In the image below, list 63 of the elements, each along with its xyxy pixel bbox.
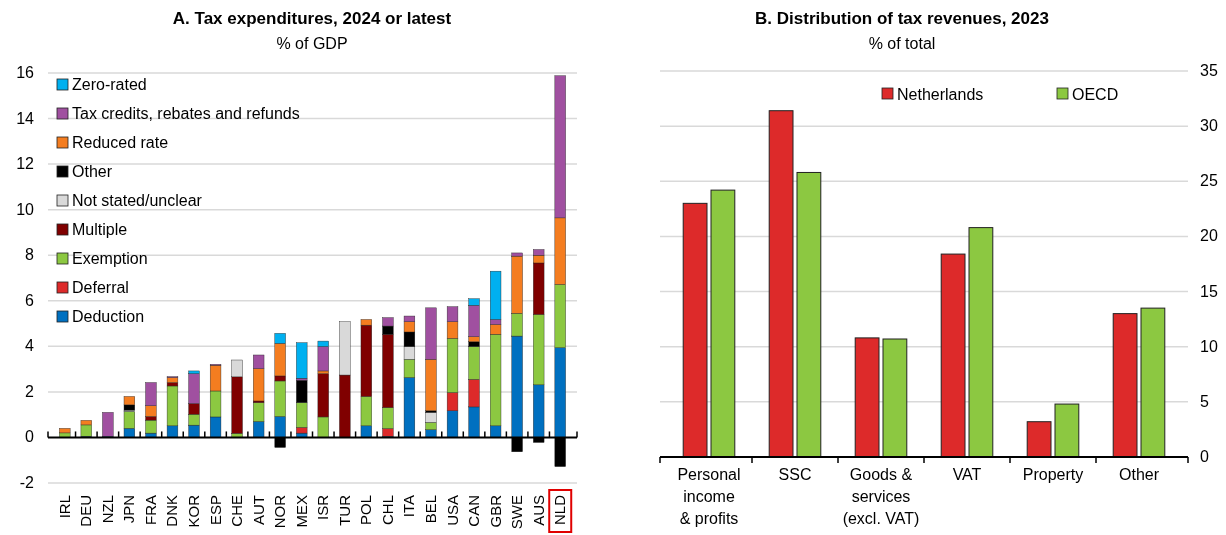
x-tick-label: NZL bbox=[98, 495, 116, 524]
x-tick-label: CHL bbox=[378, 495, 396, 526]
x-tick-label: USA bbox=[443, 495, 461, 526]
chart-title: B. Distribution of tax revenues, 2023 bbox=[755, 9, 1049, 28]
y-tick-label: 8 bbox=[25, 246, 35, 264]
y-tick-label: 0 bbox=[25, 428, 35, 446]
x-tick-label: NLD bbox=[551, 494, 569, 526]
y-tick-label: 14 bbox=[16, 109, 35, 127]
x-tick-label: JPN bbox=[120, 495, 138, 524]
x-tick-label: KOR bbox=[185, 494, 203, 528]
legend-label: Deduction bbox=[72, 308, 145, 325]
y2-tick-label: 35 bbox=[1200, 62, 1218, 79]
x-tick-label: CHE bbox=[228, 495, 246, 527]
x-tick-label: Personal income & profits bbox=[677, 466, 741, 527]
y-tick-label: 6 bbox=[25, 291, 35, 309]
y2-tick-label: 10 bbox=[1200, 337, 1218, 355]
y-tick-label: 10 bbox=[16, 200, 35, 218]
x-tick-label: Property bbox=[1022, 466, 1084, 483]
legend-label: Reduced rate bbox=[72, 134, 169, 151]
legend-label: Multiple bbox=[72, 221, 128, 238]
legend-label: Not stated/unclear bbox=[72, 192, 203, 209]
x-tick-label: AUS bbox=[529, 495, 547, 526]
y-tick-label: 2 bbox=[25, 382, 35, 400]
x-tick-label: Other bbox=[1118, 466, 1160, 483]
legend-label: Exemption bbox=[72, 250, 148, 267]
x-tick-label: TUR bbox=[335, 494, 353, 526]
x-tick-label: IRL bbox=[55, 495, 73, 519]
x-tick-label: ITA bbox=[400, 495, 418, 518]
x-tick-label: NOR bbox=[271, 494, 289, 529]
x-tick-label: VAT bbox=[952, 466, 982, 483]
y2-tick-label: 0 bbox=[1200, 448, 1209, 465]
legend-label: Deferral bbox=[72, 279, 129, 296]
chart-subtitle: % of total bbox=[868, 35, 936, 52]
x-tick-label: BEL bbox=[421, 495, 439, 524]
x-tick-label: CAN bbox=[465, 495, 483, 527]
x-tick-label: ESP bbox=[206, 495, 224, 526]
y2-tick-label: 25 bbox=[1200, 172, 1218, 190]
y2-tick-label: 15 bbox=[1200, 282, 1218, 300]
legend-label: Netherlands bbox=[897, 86, 984, 103]
legend-label: Tax credits, rebates and refunds bbox=[72, 105, 300, 122]
chart-subtitle: % of GDP bbox=[276, 35, 348, 52]
y2-tick-label: 20 bbox=[1200, 227, 1218, 245]
legend-label: Zero-rated bbox=[72, 76, 147, 93]
y2-tick-label: 5 bbox=[1200, 392, 1209, 410]
x-tick-label: POL bbox=[357, 495, 375, 526]
chart-title: A. Tax expenditures, 2024 or latest bbox=[172, 9, 452, 28]
x-tick-label: Goods & services (excl. VAT) bbox=[842, 466, 920, 527]
legend-label: Other bbox=[72, 163, 113, 180]
x-tick-label: SSC bbox=[778, 466, 812, 483]
y-tick-label: 4 bbox=[25, 337, 35, 355]
y2-tick-label: 30 bbox=[1200, 117, 1218, 135]
x-tick-label: ISR bbox=[314, 494, 332, 521]
x-tick-label: MEX bbox=[292, 495, 310, 528]
x-tick-label: GBR bbox=[486, 494, 504, 528]
y-tick-label: 12 bbox=[16, 155, 35, 173]
x-tick-label: DEU bbox=[77, 495, 95, 527]
x-tick-label: DNK bbox=[163, 495, 181, 527]
legend-label: OECD bbox=[1072, 86, 1119, 103]
y-tick-label: 16 bbox=[16, 64, 35, 81]
x-tick-label: SWE bbox=[508, 495, 526, 530]
x-tick-label: AUT bbox=[249, 495, 267, 525]
x-tick-label: FRA bbox=[141, 495, 159, 525]
y-tick-label: -2 bbox=[19, 474, 35, 491]
